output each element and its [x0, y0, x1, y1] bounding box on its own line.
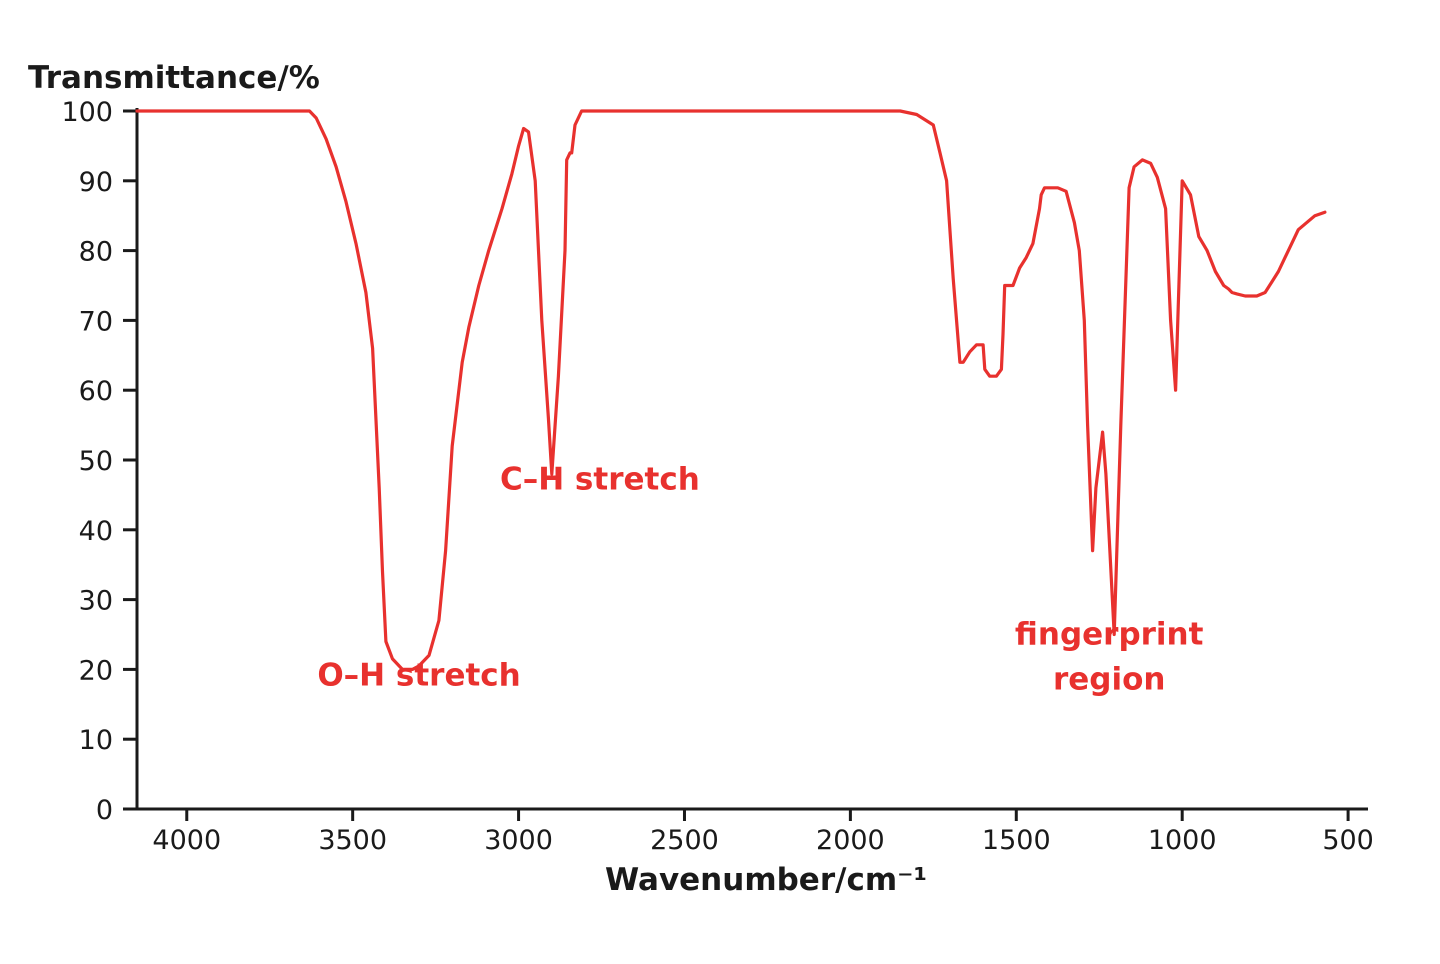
x-tick-label: 500 — [1322, 825, 1374, 856]
y-tick-label: 70 — [79, 306, 113, 337]
x-tick-label: 4000 — [152, 825, 221, 856]
y-tick-label: 90 — [79, 167, 113, 198]
axes — [135, 108, 1368, 811]
x-tick-label: 1000 — [1148, 825, 1217, 856]
y-tick-label: 30 — [79, 586, 113, 617]
x-tick-label: 3500 — [318, 825, 387, 856]
annotation-fp1: fingerprint — [1015, 616, 1204, 652]
x-tick-label: 2500 — [650, 825, 719, 856]
x-tick-label: 2000 — [816, 825, 885, 856]
y-tick-label: 10 — [79, 725, 113, 756]
y-tick-label: 100 — [61, 97, 113, 128]
y-tick-label: 80 — [79, 237, 113, 268]
spectrum-line — [135, 109, 1327, 671]
x-tick-label: 1500 — [982, 825, 1051, 856]
annotation-ch: C–H stretch — [500, 461, 700, 497]
annotation-oh: O–H stretch — [317, 657, 520, 693]
x-axis-title: Wavenumber/cm⁻¹ — [605, 862, 927, 898]
y-tick-label: 0 — [96, 795, 113, 826]
annotation-fp2: region — [1053, 662, 1166, 698]
y-axis-title: Transmittance/% — [28, 60, 320, 96]
y-tick-label: 50 — [79, 446, 113, 477]
y-tick-label: 60 — [79, 376, 113, 407]
x-ticks: 4000 3500 3000 2500 2000 1500 1000 500 — [152, 809, 1374, 856]
annotations: O–H stretch C–H stretch fingerprint region — [317, 461, 1203, 697]
x-tick-label: 3000 — [484, 825, 553, 856]
y-tick-label: 40 — [79, 516, 113, 547]
y-tick-label: 20 — [79, 655, 113, 686]
y-ticks: 0 10 20 30 40 50 60 70 80 90 100 — [61, 97, 137, 826]
